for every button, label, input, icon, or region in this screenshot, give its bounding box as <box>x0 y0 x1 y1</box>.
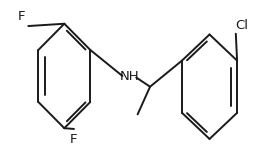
Text: NH: NH <box>120 70 139 83</box>
Text: Cl: Cl <box>235 19 248 32</box>
Text: F: F <box>18 10 25 23</box>
Text: F: F <box>70 133 78 146</box>
